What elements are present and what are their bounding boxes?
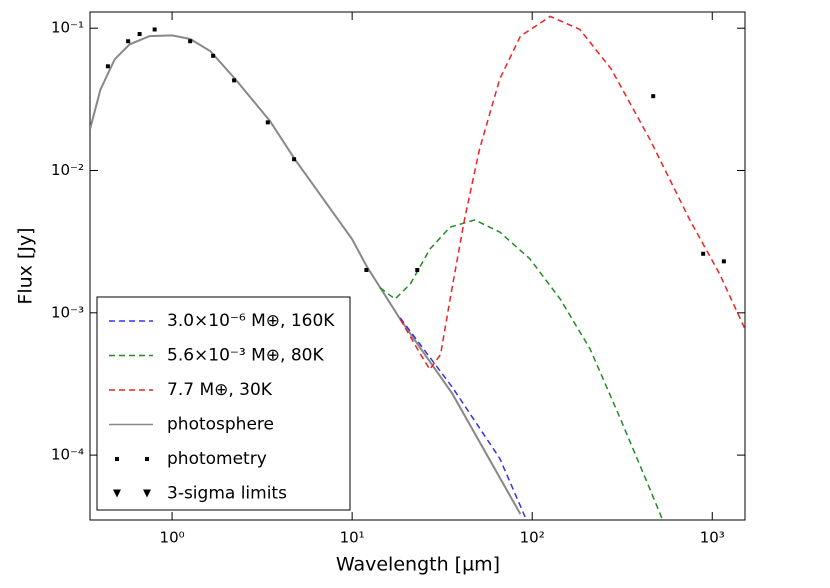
y-tick-label: 10⁻⁴: [51, 446, 84, 464]
photometry-point: [292, 157, 297, 162]
photometry-point: [721, 259, 726, 264]
photometry-point: [105, 64, 110, 69]
y-axis-label: Flux [Jy]: [15, 227, 37, 304]
photometry-point: [126, 39, 131, 44]
x-axis-label: Wavelength [µm]: [336, 554, 500, 576]
photometry-point: [188, 39, 193, 44]
y-tick-label: 10⁻³: [51, 303, 84, 321]
photometry-point: [232, 78, 237, 83]
y-tick-label: 10⁻¹: [51, 19, 84, 37]
legend-marker: [113, 489, 121, 498]
legend-marker: [115, 457, 119, 461]
x-tick-label: 10⁰: [160, 529, 185, 547]
legend-label: 3.0×10⁻⁶ M⊕, 160K: [167, 311, 335, 331]
legend-label: 3-sigma limits: [167, 484, 287, 504]
legend-marker: [143, 489, 151, 498]
photometry-point: [211, 53, 216, 58]
series-line: [399, 15, 745, 371]
legend-label: 7.7 M⊕, 30K: [167, 380, 273, 400]
x-tick-label: 10²: [520, 529, 545, 547]
legend-label: photometry: [167, 449, 267, 469]
photometry-point: [364, 267, 369, 272]
photometry-point: [701, 251, 706, 256]
photometry-point: [651, 94, 656, 99]
legend-label: 5.6×10⁻³ M⊕, 80K: [167, 346, 324, 366]
legend-marker: [145, 457, 149, 461]
plot-area: [90, 15, 745, 520]
plot-frame: [89, 11, 746, 521]
photometry-point: [137, 32, 142, 37]
photometry-point: [265, 120, 270, 125]
series-line: [379, 219, 664, 520]
legend-label: photosphere: [167, 415, 274, 435]
series-line: [399, 317, 527, 519]
photometry-point: [152, 27, 157, 32]
x-tick-label: 10³: [700, 529, 725, 547]
photometry-point: [415, 267, 420, 272]
series-line: [90, 34, 522, 515]
y-tick-label: 10⁻²: [51, 161, 84, 179]
legend-box: [96, 296, 351, 511]
x-tick-label: 10¹: [340, 529, 365, 547]
